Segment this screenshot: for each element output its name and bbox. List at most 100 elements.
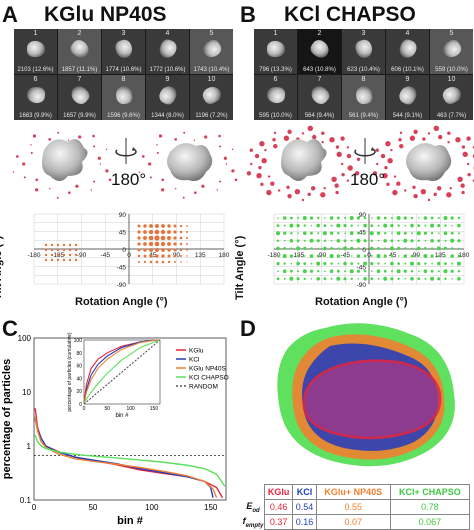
angle-dot [350, 224, 353, 227]
y-axis-label: percentage of particles [1, 359, 13, 479]
orientation-dot [48, 138, 52, 141]
x-tick-label: -180 [267, 252, 280, 259]
angle-dot [403, 269, 407, 273]
class-index: 5 [209, 30, 214, 37]
orientation-dot [278, 189, 281, 192]
orientation-dot [273, 131, 277, 135]
y-tick-label: -45 [357, 265, 367, 272]
angle-dot [436, 246, 441, 251]
orientation-dot [148, 162, 152, 166]
angle-dot [167, 248, 171, 252]
angle-dot [404, 262, 407, 265]
class-count: 1857 (11.1%) [61, 67, 98, 73]
angle-dot [403, 238, 408, 243]
class-count: 796 (13.3%) [259, 67, 292, 73]
angle-dot [323, 255, 326, 257]
orientation-dot [161, 178, 165, 182]
angle-dot [309, 254, 314, 258]
class-average-image [397, 37, 419, 61]
angle-dot [149, 248, 153, 252]
angle-dot [62, 258, 66, 262]
angle-dot [296, 261, 300, 266]
orientation-spheres [12, 125, 474, 202]
angle-dot [376, 254, 381, 258]
inset-series-line [83, 339, 155, 405]
angle-dot [50, 253, 54, 257]
angle-dot [161, 224, 165, 228]
table-header-row: KGlu KCl KGlu+ NP40S KCl+ CHAPSO [242, 484, 471, 500]
angle-dot [68, 258, 72, 262]
orientation-dot [283, 135, 290, 141]
angle-dot [451, 278, 453, 280]
class-index: 2 [317, 30, 322, 37]
angle-dot [424, 240, 427, 242]
table-header-kglu: KGlu [263, 484, 294, 500]
rotation-label-a: 180° [111, 170, 147, 189]
angle-dot [44, 253, 48, 257]
angle-dot [363, 277, 367, 281]
angle-dot [417, 217, 420, 219]
orientation-dot [376, 162, 379, 166]
angle-dot [451, 247, 454, 250]
angle-dot [330, 240, 333, 242]
angle-dot [317, 270, 320, 273]
class-index: 9 [405, 76, 410, 83]
y-tick-label: 0 [122, 247, 126, 254]
orientation-dot [346, 179, 350, 182]
orientation-dot [68, 191, 71, 195]
orientation-dot [341, 172, 345, 177]
angle-dot [370, 255, 373, 257]
angle-dot [424, 277, 427, 280]
orientation-dot [301, 198, 305, 202]
angle-dot [450, 231, 454, 235]
orientation-dot [413, 193, 418, 199]
x-tick-label: 100 [145, 503, 159, 512]
orientation-dot [99, 163, 102, 165]
class-average-image [440, 83, 464, 107]
rotation-arrow-a [115, 138, 137, 164]
angle-dot [303, 224, 306, 227]
angle-dot [350, 246, 354, 250]
orientation-sphere-a-back [138, 131, 238, 199]
inset-y-label: percentage of particles (cumulative) [67, 332, 73, 412]
angle-dot [186, 237, 188, 239]
angle-dot [396, 216, 401, 220]
cell-eod-kcl: 0.54 [292, 499, 317, 515]
cell-fempty-kcl: 0.16 [292, 514, 317, 530]
angle-dot [329, 254, 334, 258]
orientation-dot [382, 173, 388, 179]
angle-dot [371, 270, 373, 272]
angle-dot [336, 223, 341, 228]
angle-dot [50, 248, 54, 252]
class-count: 463 (7.7%) [436, 113, 467, 119]
x-tick-label: 180 [219, 252, 230, 259]
class-count: 564 (9.4%) [304, 113, 335, 119]
angle-dot [363, 223, 367, 228]
orientation-dot [156, 144, 158, 146]
angle-dot [167, 236, 171, 240]
inset-x-tick: 150 [150, 406, 159, 412]
rotation-axis-label-a: Rotation Angle (°) [75, 296, 168, 308]
angle-dot [148, 241, 154, 247]
inset-x-label: bin # [115, 413, 129, 419]
y-tick-label: 0 [362, 247, 366, 254]
orientation-dot [156, 151, 159, 154]
angle-dot [173, 236, 177, 240]
table-row-fempty: fempty 0.37 0.16 0.07 0.067 [242, 514, 471, 530]
angle-dot [438, 232, 440, 234]
angle-dot [404, 278, 407, 280]
angle-dot [143, 248, 147, 252]
class-average-image [67, 37, 93, 61]
class-average-tile: 7 564 (9.4%) [298, 75, 341, 120]
x-tick-label: 150 [204, 503, 218, 512]
angle-dot [417, 224, 421, 227]
orientation-dot [105, 148, 108, 151]
angle-dot [450, 216, 454, 220]
angle-dot [456, 261, 461, 266]
angle-dot [179, 248, 183, 252]
angle-dot [148, 235, 154, 241]
orientation-dot [427, 132, 431, 135]
angle-dot [44, 258, 48, 262]
x-tick-label: 180 [459, 252, 470, 259]
orientation-dot [30, 144, 32, 146]
